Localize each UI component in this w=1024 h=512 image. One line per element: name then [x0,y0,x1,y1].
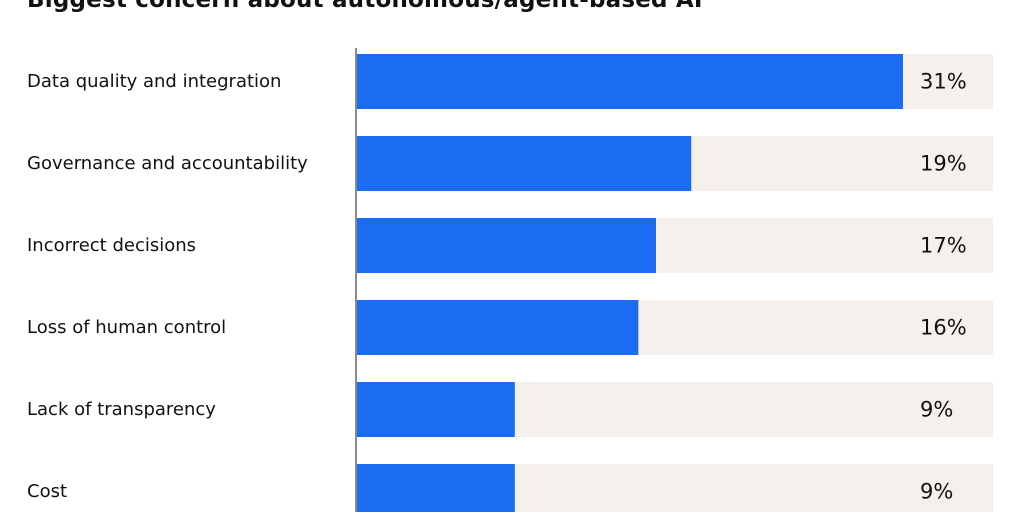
bar [356,300,639,355]
category-label: Lack of transparency [27,399,216,420]
value-labels: 31% 19% 17% 16% 9% 9% [920,70,967,504]
bar [356,218,656,273]
chart-title: Biggest concern about autonomous/agent-b… [27,0,703,13]
category-label: Cost [27,481,67,502]
bar [356,54,903,109]
category-label: Governance and accountability [27,153,308,174]
value-label: 17% [920,234,967,258]
category-label: Data quality and integration [27,71,281,92]
category-label: Loss of human control [27,317,226,338]
bar [356,382,515,437]
bar [356,136,692,191]
bar [356,464,515,512]
value-label: 9% [920,398,953,422]
category-label: Incorrect decisions [27,235,196,256]
value-label: 31% [920,70,967,94]
value-label: 9% [920,480,953,504]
value-label: 19% [920,152,967,176]
bar-tracks [356,54,993,512]
bars [356,54,903,512]
category-labels: Data quality and integration Governance a… [27,71,308,502]
value-label: 16% [920,316,967,340]
